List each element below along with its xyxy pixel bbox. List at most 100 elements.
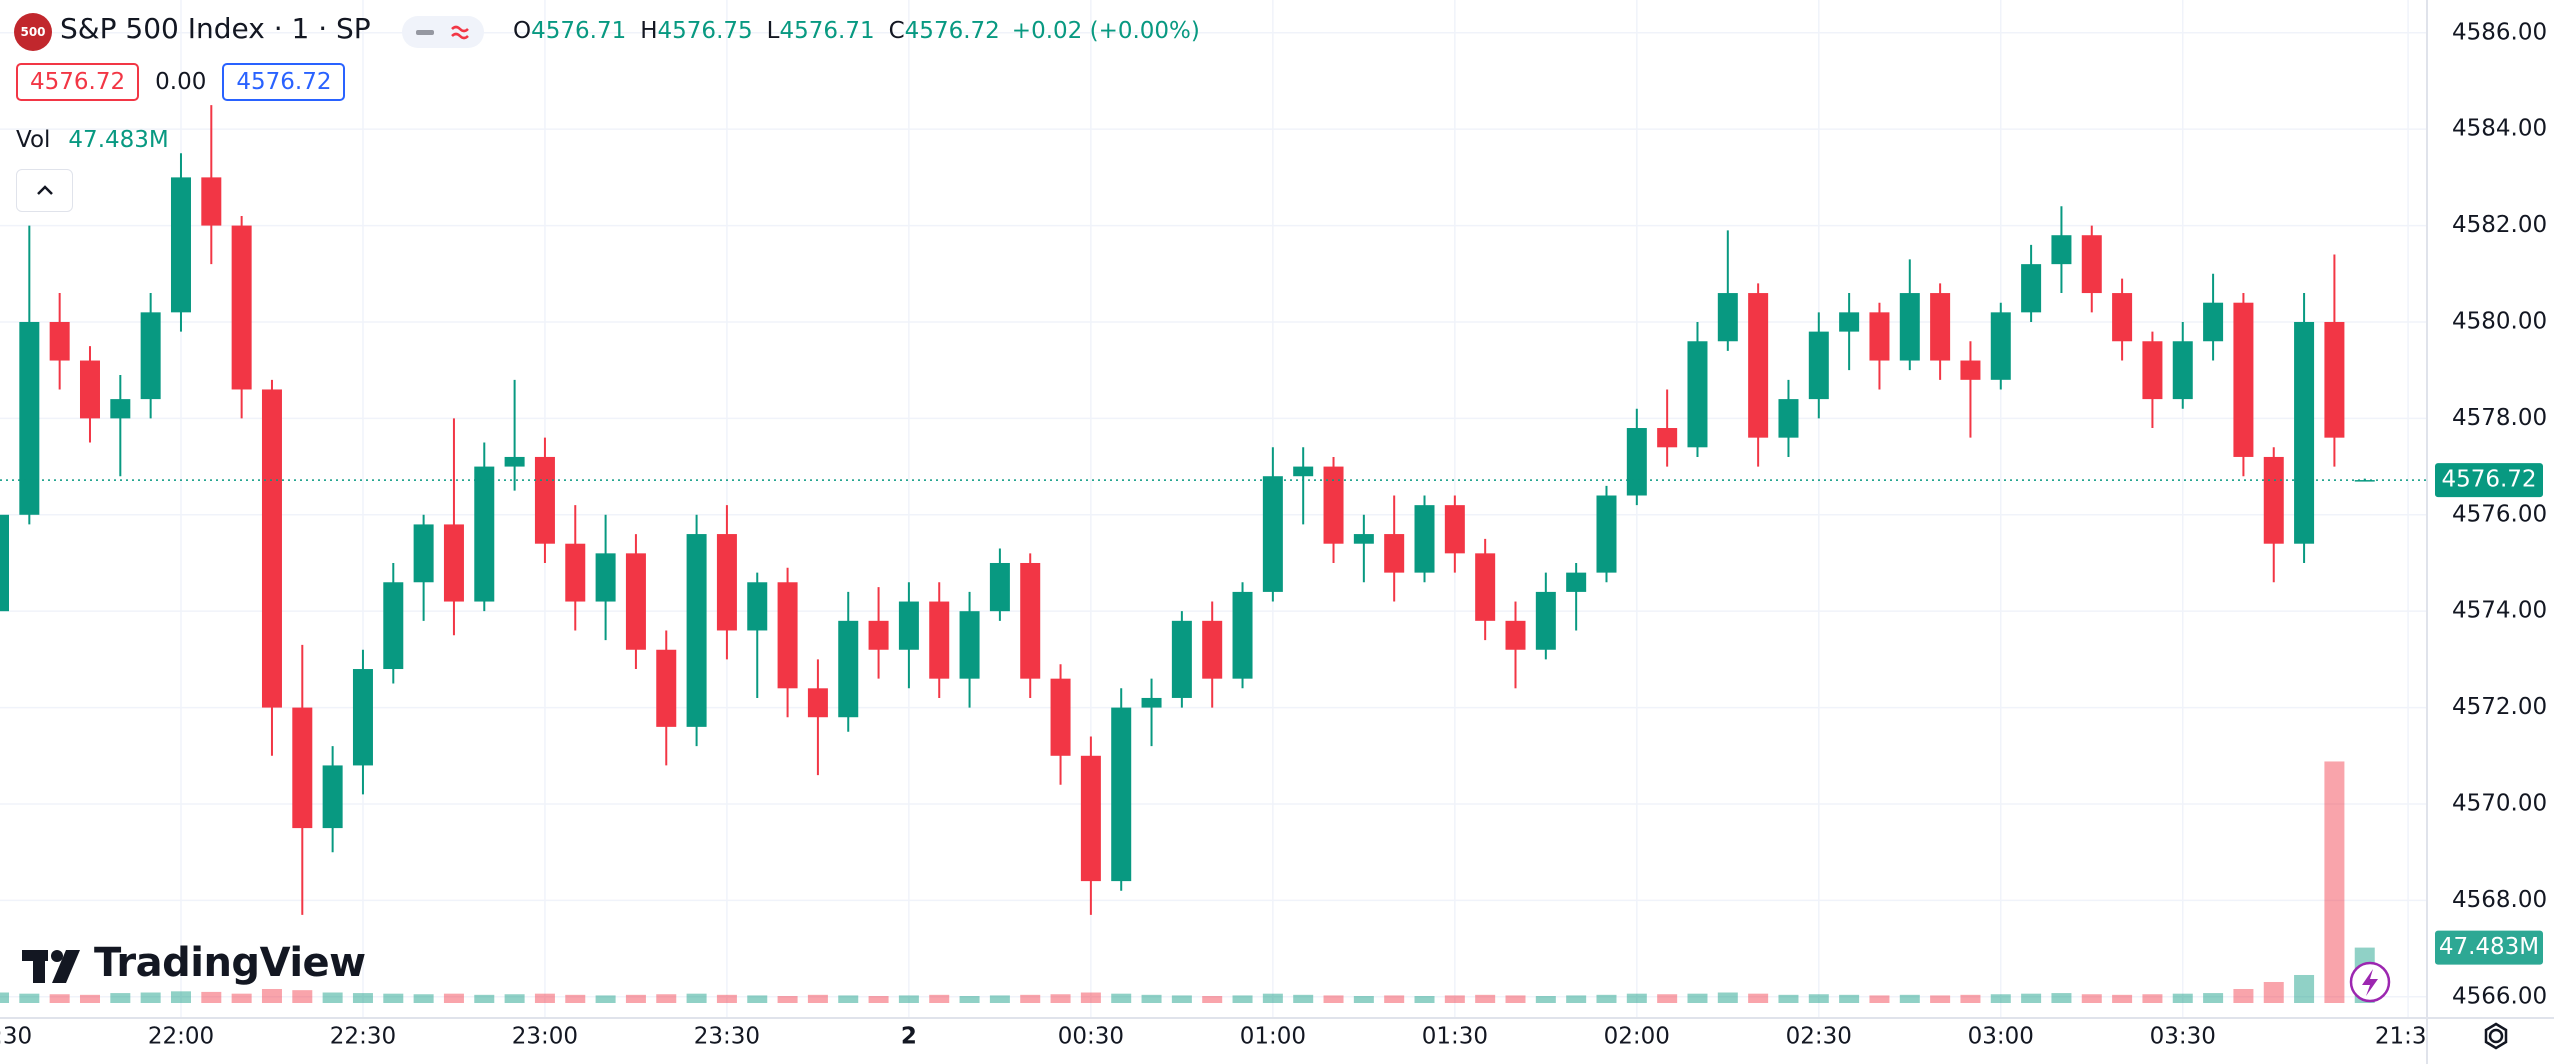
candle-body — [0, 514, 9, 612]
watermark-logo — [22, 950, 80, 983]
candle-body — [747, 582, 768, 631]
candle-body — [79, 360, 100, 419]
volume-bar — [898, 995, 919, 1003]
volume-bar — [2294, 974, 2315, 1003]
candle-body — [1080, 755, 1101, 882]
candle-body — [1050, 678, 1071, 756]
volume-bar — [322, 992, 343, 1003]
y-tick-label: 4574.00 — [2452, 598, 2547, 624]
volume-bar — [1232, 995, 1253, 1003]
candle-body — [1717, 293, 1738, 342]
candle-body — [1323, 466, 1344, 544]
candle-body — [1505, 620, 1526, 650]
volume-bar — [1748, 993, 1769, 1003]
volume-bar — [1353, 995, 1374, 1003]
candle-body — [625, 553, 646, 650]
candle-body — [19, 321, 40, 515]
candle-body — [170, 177, 191, 313]
volume-bar — [686, 993, 707, 1003]
volume-bar — [807, 994, 828, 1003]
candle-body — [777, 582, 798, 689]
volume-bar — [1171, 995, 1192, 1003]
candle-body — [1687, 341, 1708, 448]
volume-bar — [383, 993, 404, 1003]
candle-body — [2081, 235, 2102, 294]
volume-tag — [2435, 930, 2543, 965]
y-axis: 4566.00 4568.00 4570.00 4572.00 4574.00 4576.… — [2452, 19, 2547, 1009]
collapse-button[interactable] — [16, 169, 73, 212]
y-tick-label: 4566.00 — [2452, 983, 2547, 1009]
candle-body — [959, 611, 980, 679]
x-axis: 21:30 22:00 22:30 23:00 23:30 2 00:30 01:00 01:3… — [0, 1024, 2441, 1050]
volume-bar — [1657, 994, 1678, 1003]
x-tick-label: 22:00 — [148, 1024, 214, 1050]
volume-bar — [1596, 994, 1617, 1003]
candle-body — [2294, 321, 2315, 544]
volume-bar — [2324, 761, 2345, 1003]
volume-bar — [2112, 994, 2133, 1003]
volume-bar — [1869, 995, 1890, 1003]
volume-bar — [1505, 995, 1526, 1003]
candle-body — [898, 601, 919, 650]
candle-body — [1566, 572, 1587, 592]
volume-bar — [716, 994, 737, 1003]
candle-body — [1930, 293, 1951, 361]
volume-bar — [413, 994, 434, 1003]
y-tick-label: 4572.00 — [2452, 694, 2547, 720]
ohlc-label: L — [766, 18, 780, 44]
volume-bar — [1414, 995, 1435, 1003]
volume-bar — [656, 994, 677, 1003]
candle-body — [1990, 312, 2011, 380]
volume-bar — [989, 995, 1010, 1003]
ohlc-legend: O 4576.71 H 4576.75 L 4576.71 C 4576.72 +0.02 (+… — [513, 18, 1200, 44]
volume-bar — [1535, 995, 1556, 1003]
volume-bar — [2081, 994, 2102, 1003]
candle-body — [2263, 456, 2284, 544]
symbol-title[interactable]: S&P 500 Index · 1 · SP — [60, 12, 371, 45]
volume-bar — [110, 993, 131, 1003]
volume-tag-label: 47.483M — [2439, 934, 2539, 960]
ohlc-label: H — [640, 18, 658, 44]
candle-body — [1111, 707, 1132, 882]
candle-body — [292, 707, 313, 829]
x-tick-label: 00:30 — [1058, 1024, 1124, 1050]
volume-bar — [747, 995, 768, 1003]
volume-bar — [79, 994, 100, 1003]
x-tick-label: 03:30 — [2150, 1024, 2216, 1050]
candle-body — [140, 312, 161, 400]
candle-body — [1171, 620, 1192, 698]
status-pill[interactable] — [402, 16, 484, 48]
candle-body — [1535, 591, 1556, 650]
volume-bar — [929, 994, 950, 1003]
volume-title: Vol — [16, 127, 51, 153]
volume-bar — [1626, 993, 1647, 1003]
ohlc-value: 4576.71 — [531, 18, 627, 44]
candle-body — [1839, 312, 1860, 332]
ohlc-value: 4576.75 — [657, 18, 753, 44]
volume-bar — [1202, 995, 1223, 1003]
ask-box[interactable]: 4576.72 — [222, 63, 346, 101]
volume-bar — [2051, 993, 2072, 1003]
bid-box[interactable]: 4576.72 — [16, 63, 140, 101]
volume-bar — [2263, 981, 2284, 1003]
volume-legend: Vol 47.483M — [16, 127, 169, 153]
volume-bar — [1080, 992, 1101, 1003]
volume-bar — [49, 994, 70, 1003]
candle-body — [595, 553, 616, 602]
candle-body — [1778, 399, 1799, 438]
candle-body — [716, 534, 737, 631]
volume-bar — [261, 988, 282, 1003]
volume-bar — [1050, 994, 1071, 1003]
candle-body — [1141, 697, 1162, 708]
volume-bar — [1930, 995, 1951, 1003]
candle-body — [1232, 591, 1253, 679]
y-tick-label: 4578.00 — [2452, 405, 2547, 431]
x-tick-label: 21:30 — [2375, 1024, 2441, 1050]
replay-button[interactable] — [2349, 961, 2391, 1003]
x-tick-label: 21:30 — [0, 1024, 32, 1050]
y-tick-label: 4568.00 — [2452, 887, 2547, 913]
volume-bar — [2233, 988, 2254, 1003]
volume-bar — [625, 994, 646, 1003]
settings-button[interactable] — [2484, 1022, 2508, 1050]
